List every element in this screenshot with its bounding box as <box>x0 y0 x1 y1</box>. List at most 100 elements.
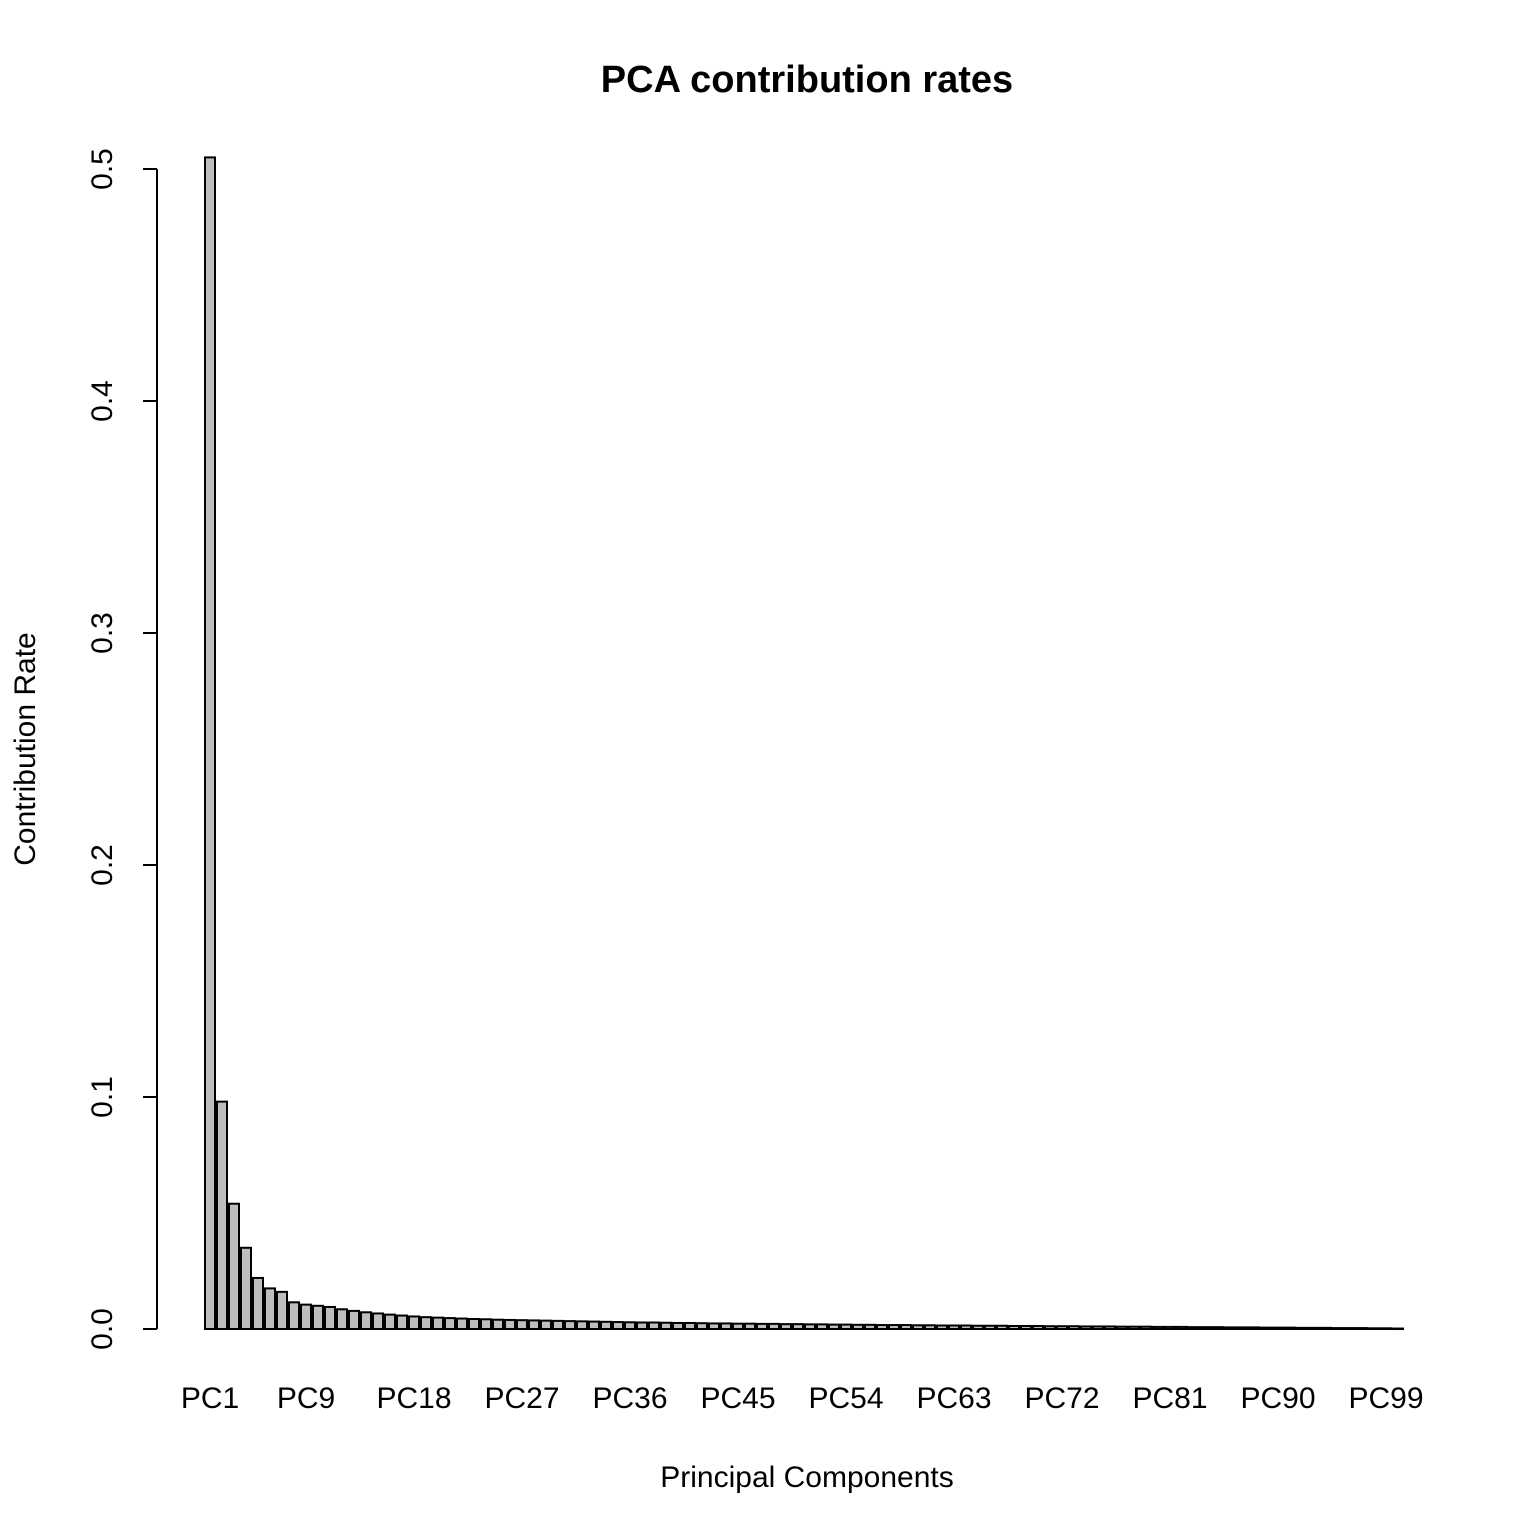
bar-pc30 <box>552 1319 564 1331</box>
bar-pc27 <box>516 1319 528 1330</box>
bar-pc95 <box>1332 1327 1344 1331</box>
bar-pc93 <box>1308 1326 1320 1330</box>
bar-pc43 <box>708 1322 720 1331</box>
bar-pc49 <box>780 1323 792 1331</box>
bar-pc13 <box>348 1309 360 1331</box>
bar-pc22 <box>456 1317 468 1331</box>
x-axis-label: Principal Components <box>660 1461 953 1494</box>
bar-pc57 <box>876 1324 888 1331</box>
x-axis-ticks: PC1 PC9 PC18 PC27 PC36 PC45 PC54 PC63 PC72 PC81 PC… <box>181 1382 1424 1415</box>
bar-pc59 <box>900 1324 912 1331</box>
bar-pc47 <box>756 1322 768 1330</box>
bar-pc81 <box>1164 1325 1176 1330</box>
bar-pc69 <box>1020 1324 1032 1331</box>
bar-pc92 <box>1296 1326 1308 1330</box>
bar-pc74 <box>1080 1325 1092 1330</box>
bar-pc51 <box>804 1323 816 1330</box>
bar-pc94 <box>1320 1326 1332 1330</box>
bar-pc4 <box>240 1246 252 1331</box>
bar-pc28 <box>528 1319 540 1331</box>
bar-pc44 <box>720 1322 732 1331</box>
bar-pc85 <box>1212 1326 1224 1331</box>
bar-pc7 <box>276 1290 288 1331</box>
bar-pc33 <box>588 1320 600 1331</box>
bar-pc18 <box>408 1315 420 1331</box>
bar-pc26 <box>504 1318 516 1331</box>
x-tick-label: PC18 <box>376 1382 451 1415</box>
x-tick-label: PC81 <box>1132 1382 1207 1415</box>
bar-pc35 <box>612 1321 624 1331</box>
bar-pc15 <box>372 1312 384 1331</box>
bar-pc37 <box>636 1321 648 1331</box>
bar-pc82 <box>1176 1325 1188 1330</box>
bar-pc98 <box>1368 1327 1380 1330</box>
bar-pc50 <box>792 1323 804 1331</box>
bar-pc54 <box>840 1323 852 1331</box>
bar-pc40 <box>672 1321 684 1331</box>
y-axis-label: Contribution Rate <box>9 632 42 865</box>
bar-pc71 <box>1044 1325 1056 1330</box>
y-tick-label: 0.4 <box>86 380 119 422</box>
bar-pc65 <box>972 1324 984 1330</box>
bar-pc90 <box>1272 1326 1284 1331</box>
bar-pc52 <box>816 1323 828 1330</box>
bar-pc67 <box>996 1324 1008 1330</box>
bar-pc11 <box>324 1305 336 1330</box>
bar-pc20 <box>432 1316 444 1330</box>
chart-title: PCA contribution rates <box>601 59 1013 101</box>
bar-pc89 <box>1260 1326 1272 1331</box>
bar-pc80 <box>1152 1325 1164 1330</box>
bar-pc25 <box>492 1318 504 1330</box>
bar-pc31 <box>564 1320 576 1331</box>
x-tick-label: PC63 <box>916 1382 991 1415</box>
bar-pc8 <box>288 1301 300 1330</box>
bar-pc86 <box>1224 1326 1236 1330</box>
bar-pc12 <box>336 1308 348 1331</box>
x-tick-label: PC9 <box>277 1382 335 1415</box>
bar-pc16 <box>384 1313 396 1330</box>
bar-pc9 <box>300 1303 312 1331</box>
bar-pc5 <box>252 1276 264 1330</box>
bar-pc36 <box>624 1321 636 1330</box>
bar-pc42 <box>696 1322 708 1330</box>
bar-pc62 <box>936 1324 948 1331</box>
bar-pc17 <box>396 1314 408 1330</box>
x-tick-label: PC36 <box>592 1382 667 1415</box>
y-tick-label: 0.0 <box>86 1308 119 1350</box>
bar-pc23 <box>468 1318 480 1331</box>
y-tick-label: 0.5 <box>86 148 119 190</box>
x-tick-label: PC54 <box>808 1382 883 1415</box>
bar-pc58 <box>888 1324 900 1331</box>
bar-pc19 <box>420 1316 432 1330</box>
bar-pc76 <box>1104 1325 1116 1330</box>
x-tick-label: PC72 <box>1024 1382 1099 1415</box>
bar-pc53 <box>828 1323 840 1331</box>
bar-pc48 <box>768 1322 780 1330</box>
bar-pc68 <box>1008 1324 1020 1331</box>
x-tick-label: PC1 <box>181 1382 239 1415</box>
bar-pc61 <box>924 1324 936 1330</box>
bar-pc72 <box>1056 1325 1068 1330</box>
bar-pc1 <box>204 156 216 1330</box>
bar-pc3 <box>228 1202 240 1330</box>
bar-pc56 <box>864 1323 876 1330</box>
bar-pc60 <box>912 1324 924 1330</box>
bar-pc83 <box>1188 1326 1200 1331</box>
x-tick-label: PC27 <box>484 1382 559 1415</box>
bar-pc84 <box>1200 1326 1212 1331</box>
bar-pc6 <box>264 1287 276 1331</box>
bar-pc88 <box>1248 1326 1260 1330</box>
bar-pc24 <box>480 1318 492 1330</box>
bar-pc39 <box>660 1321 672 1330</box>
y-axis: 0.0 0.1 0.2 0.3 0.4 0.5 <box>86 148 158 1350</box>
bar-pc73 <box>1068 1325 1080 1330</box>
bar-pc66 <box>984 1324 996 1330</box>
bar-pc29 <box>540 1319 552 1330</box>
bar-pc87 <box>1236 1326 1248 1330</box>
bar-pc2 <box>216 1100 228 1331</box>
bar-pc46 <box>744 1322 756 1330</box>
bar-pc75 <box>1092 1325 1104 1330</box>
x-tick-label: PC90 <box>1240 1382 1315 1415</box>
bar-pc99 <box>1380 1327 1392 1330</box>
